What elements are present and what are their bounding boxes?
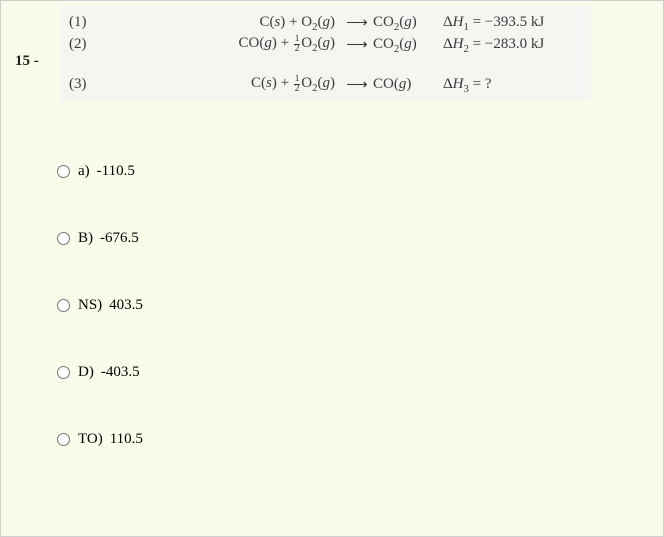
equation-delta-h: ΔH3 = ? — [437, 76, 583, 93]
equation-delta-h: ΔH1 = −393.5 kJ — [437, 14, 583, 31]
answer-value: 403.5 — [109, 297, 143, 314]
answer-label: a) — [78, 163, 90, 180]
answer-label: D) — [78, 364, 94, 381]
equation-arrow: ⟶ — [341, 75, 373, 94]
answer-radio[interactable] — [57, 165, 70, 178]
equation-index: (2) — [69, 36, 105, 53]
answer-option[interactable]: NS) 403.5 — [57, 297, 143, 314]
answer-option[interactable]: a) -110.5 — [57, 163, 143, 180]
answer-value: -403.5 — [101, 364, 140, 381]
answers-group: a) -110.5 B) -676.5 NS) 403.5 D) -403.5 … — [57, 163, 143, 448]
equation-arrow: ⟶ — [341, 13, 373, 32]
equation-rhs: CO(g) — [373, 76, 437, 93]
answer-option[interactable]: TO) 110.5 — [57, 431, 143, 448]
equation-rhs: CO2(g) — [373, 14, 437, 31]
equation-index: (3) — [69, 76, 105, 93]
equation-row: (1) C(s) + O2(g) ⟶ CO2(g) ΔH1 = −393.5 k… — [69, 11, 583, 33]
equation-arrow: ⟶ — [341, 35, 373, 54]
equation-lhs: CO(g) + 12O2(g) — [105, 35, 341, 53]
answer-radio[interactable] — [57, 433, 70, 446]
answer-radio[interactable] — [57, 232, 70, 245]
answer-value: -110.5 — [97, 163, 135, 180]
answer-label: B) — [78, 230, 93, 247]
equations-box: (1) C(s) + O2(g) ⟶ CO2(g) ΔH1 = −393.5 k… — [61, 5, 591, 101]
answer-radio[interactable] — [57, 299, 70, 312]
answer-radio[interactable] — [57, 366, 70, 379]
question-number: 15 - — [15, 53, 39, 70]
answer-option[interactable]: D) -403.5 — [57, 364, 143, 381]
answer-label: TO) — [78, 431, 103, 448]
equation-row: (3) C(s) + 12O2(g) ⟶ CO(g) ΔH3 = ? — [69, 73, 583, 95]
question-page: 15 - (1) C(s) + O2(g) ⟶ CO2(g) ΔH1 = −39… — [0, 0, 664, 537]
answer-label: NS) — [78, 297, 102, 314]
answer-option[interactable]: B) -676.5 — [57, 230, 143, 247]
equation-lhs: C(s) + 12O2(g) — [105, 75, 341, 93]
equation-rhs: CO2(g) — [373, 36, 437, 53]
equation-delta-h: ΔH2 = −283.0 kJ — [437, 36, 583, 53]
answer-value: -676.5 — [100, 230, 139, 247]
equation-row: (2) CO(g) + 12O2(g) ⟶ CO2(g) ΔH2 = −283.… — [69, 33, 583, 55]
equation-index: (1) — [69, 14, 105, 31]
answer-value: 110.5 — [110, 431, 143, 448]
equation-lhs: C(s) + O2(g) — [105, 14, 341, 31]
equation-gap — [69, 55, 583, 73]
